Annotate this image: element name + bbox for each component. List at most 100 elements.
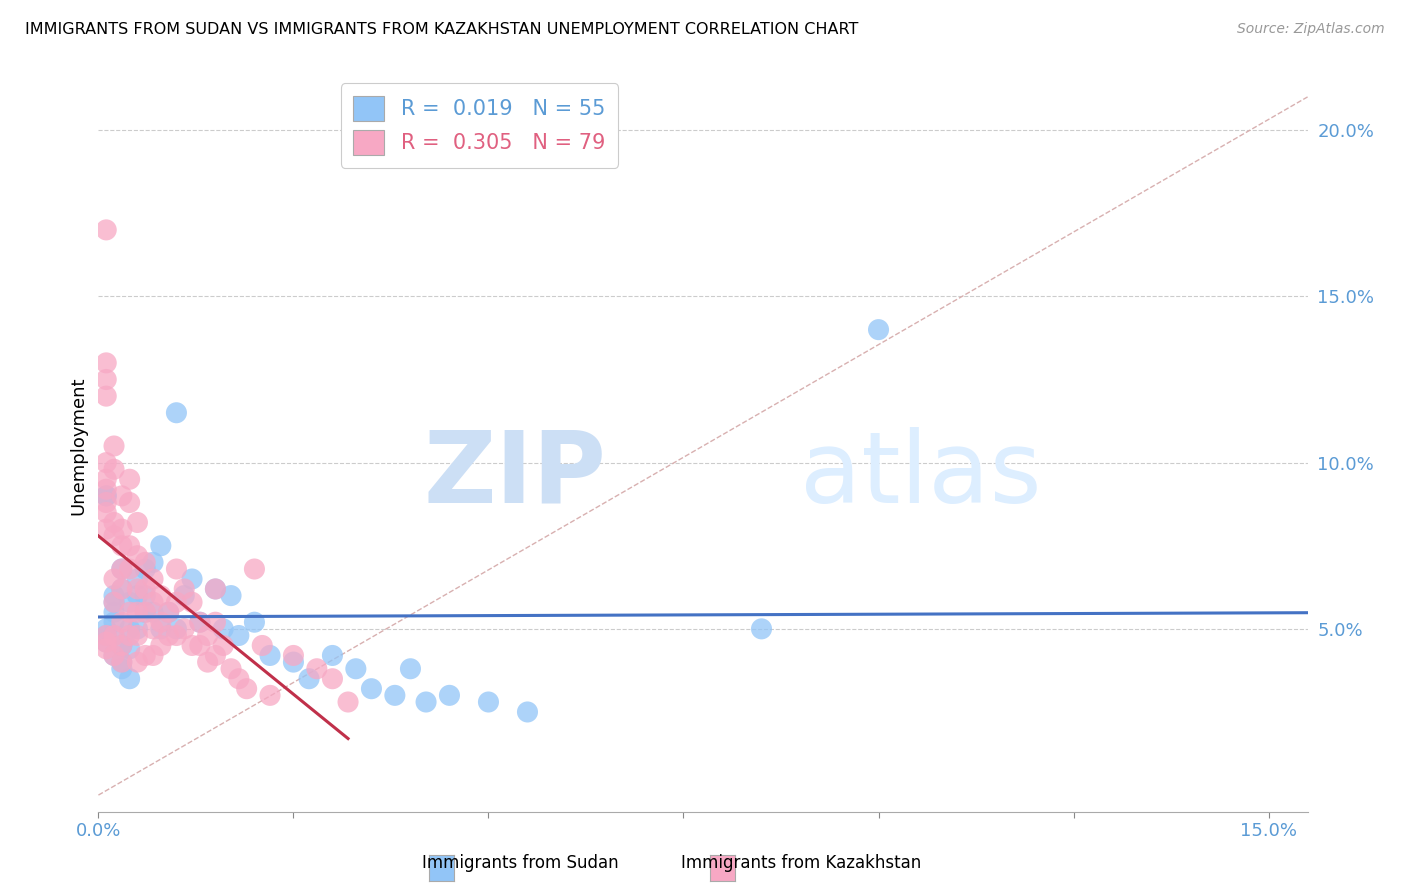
Point [96, 622, 118, 636]
Point [305, 662, 328, 676]
Point [96, 472, 118, 486]
Point [142, 622, 165, 636]
Point [118, 562, 141, 576]
Point [134, 605, 156, 619]
Point [96, 489, 118, 503]
Point [134, 589, 156, 603]
Point [118, 605, 141, 619]
Point [197, 655, 219, 669]
Point [103, 462, 125, 476]
Point [103, 439, 125, 453]
Point [298, 672, 321, 686]
Point [868, 323, 890, 337]
Point [134, 582, 156, 596]
Point [165, 562, 187, 576]
Point [751, 622, 773, 636]
Point [118, 641, 141, 656]
Point [96, 635, 118, 649]
Point [259, 689, 281, 703]
Point [96, 456, 118, 470]
Point [181, 572, 204, 586]
Point [96, 522, 118, 536]
Point [134, 648, 156, 663]
Point [96, 506, 118, 520]
Point [165, 595, 187, 609]
Point [181, 595, 204, 609]
Point [111, 562, 134, 576]
Point [149, 615, 172, 630]
Point [111, 655, 134, 669]
Point [134, 605, 156, 619]
Point [142, 572, 165, 586]
Point [204, 615, 226, 630]
Text: atlas: atlas [800, 426, 1042, 524]
Point [321, 672, 343, 686]
Point [111, 662, 134, 676]
Text: Immigrants from Sudan: Immigrants from Sudan [422, 855, 619, 872]
Point [219, 589, 242, 603]
Point [384, 689, 406, 703]
Text: Source: ZipAtlas.com: Source: ZipAtlas.com [1237, 22, 1385, 37]
Text: ZIP: ZIP [423, 426, 606, 524]
Point [103, 628, 125, 642]
Point [283, 648, 305, 663]
Point [243, 615, 266, 630]
Point [188, 615, 211, 630]
Point [127, 516, 149, 530]
Point [96, 489, 118, 503]
Point [111, 639, 134, 653]
Point [188, 639, 211, 653]
Point [111, 655, 134, 669]
Point [228, 628, 250, 642]
Point [142, 595, 165, 609]
Point [212, 639, 235, 653]
Point [165, 628, 187, 642]
Point [127, 622, 149, 636]
Point [149, 622, 172, 636]
Y-axis label: Unemployment: Unemployment [69, 376, 87, 516]
Point [235, 681, 257, 696]
Point [111, 582, 134, 596]
Point [344, 662, 367, 676]
Point [204, 582, 226, 596]
Point [96, 356, 118, 370]
Point [149, 639, 172, 653]
Point [118, 622, 141, 636]
Point [96, 628, 118, 642]
Point [111, 639, 134, 653]
Point [516, 705, 538, 719]
Point [118, 472, 141, 486]
Point [103, 516, 125, 530]
Point [157, 605, 180, 619]
Point [157, 605, 180, 619]
Point [96, 641, 118, 656]
Point [142, 648, 165, 663]
Point [134, 555, 156, 569]
Point [142, 555, 165, 569]
Point [111, 522, 134, 536]
Point [165, 622, 187, 636]
Point [127, 572, 149, 586]
Point [111, 582, 134, 596]
Legend: R =  0.019   N = 55, R =  0.305   N = 79: R = 0.019 N = 55, R = 0.305 N = 79 [340, 83, 619, 168]
Point [212, 622, 235, 636]
Point [173, 582, 195, 596]
Point [103, 595, 125, 609]
Point [96, 635, 118, 649]
Text: IMMIGRANTS FROM SUDAN VS IMMIGRANTS FROM KAZAKHSTAN UNEMPLOYMENT CORRELATION CHA: IMMIGRANTS FROM SUDAN VS IMMIGRANTS FROM… [25, 22, 859, 37]
Point [127, 628, 149, 642]
Point [111, 562, 134, 576]
Point [252, 639, 274, 653]
Point [219, 662, 242, 676]
Point [477, 695, 499, 709]
Point [127, 549, 149, 563]
Point [188, 615, 211, 630]
Point [118, 495, 141, 509]
Point [118, 539, 141, 553]
Point [283, 655, 305, 669]
Point [134, 562, 156, 576]
Point [173, 622, 195, 636]
Point [228, 672, 250, 686]
Point [127, 582, 149, 596]
Point [103, 605, 125, 619]
